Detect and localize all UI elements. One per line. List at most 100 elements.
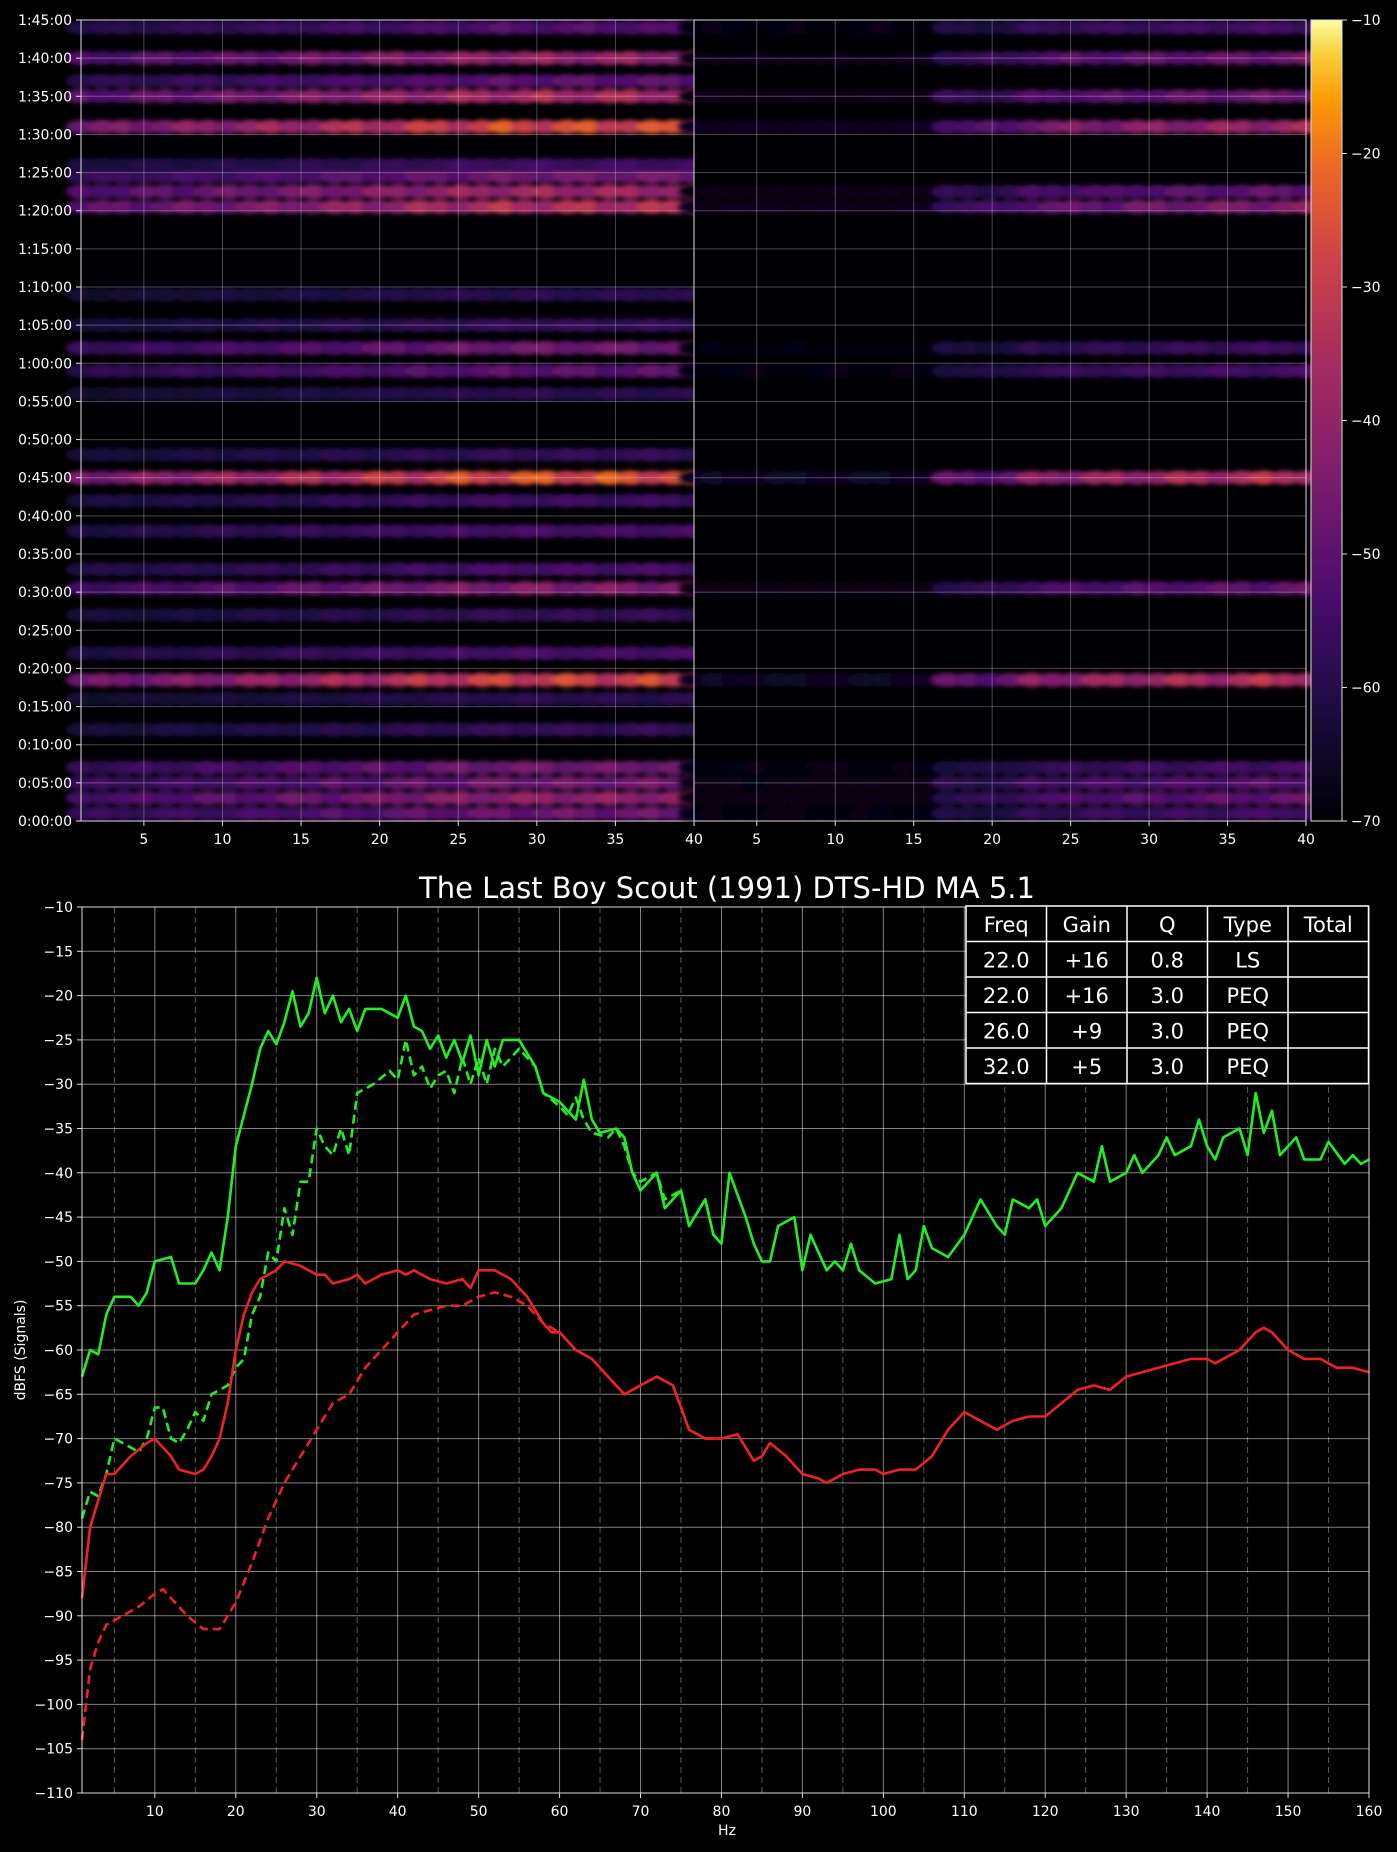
heatmap-cell <box>403 775 435 790</box>
heatmap-cell <box>319 524 351 539</box>
heatmap-cell <box>171 646 202 661</box>
heatmap-cell <box>361 672 393 687</box>
heatmap-cell <box>636 318 667 333</box>
heatmap-cell <box>425 184 456 199</box>
heatmap-cell <box>1100 581 1132 596</box>
heatmap-cell <box>403 562 435 577</box>
heatmap-cell <box>467 157 498 172</box>
heatmap-cell <box>340 74 372 88</box>
heatmap-cell <box>910 672 942 687</box>
heatmap-cell <box>467 318 498 333</box>
heatmap-cell <box>108 493 139 508</box>
heatmap-cell <box>826 775 857 790</box>
heatmap-cell <box>530 199 562 214</box>
heatmap-cell <box>784 89 815 104</box>
heatmap-cell <box>742 791 773 806</box>
heatmap-cell <box>1121 199 1153 214</box>
heatmap-cell <box>298 672 329 687</box>
heatmap-cell <box>594 287 625 302</box>
heatmap-cell <box>108 51 139 66</box>
heatmap-cell <box>594 806 625 821</box>
heatmap-cell <box>805 775 836 790</box>
heatmap-cell <box>277 524 308 539</box>
heatmap-cell <box>1037 184 1069 199</box>
heatmap-cell <box>425 562 456 577</box>
heatmap-cell <box>615 646 646 661</box>
heatmap-cell <box>403 806 435 821</box>
eq-table: Freq Gain Q Type Total 22.0 +16 0.8 LS 22.0 +16 3.0… <box>965 905 1370 1085</box>
heatmap-cell <box>108 199 139 214</box>
heatmap-cell <box>298 775 329 790</box>
heatmap-cell <box>974 470 1005 485</box>
heatmap-cell <box>805 119 836 134</box>
heatmap-cell <box>1164 341 1195 355</box>
heatmap-cell <box>699 184 731 199</box>
heatmap-cell <box>86 760 118 775</box>
y-axis-label: dBFS (Signals) <box>13 1300 29 1401</box>
heatmap-cell <box>171 760 202 775</box>
heatmap-cell <box>953 20 984 35</box>
heatmap-cell <box>255 775 287 790</box>
heatmap-cell <box>129 524 160 539</box>
heatmap-cell <box>509 341 541 355</box>
heatmap-cell <box>1269 363 1301 378</box>
heatmap-cell <box>551 470 583 485</box>
heatmap-cell <box>1058 775 1090 790</box>
heatmap-cell <box>382 157 414 172</box>
heatmap-cell <box>382 646 414 661</box>
heatmap-cell <box>298 581 329 596</box>
heatmap-cell <box>657 74 689 88</box>
heatmap-cell <box>1206 51 1237 66</box>
heatmap-cell <box>1100 775 1132 790</box>
heatmap-cell <box>255 119 287 134</box>
heatmap-cell <box>255 646 287 661</box>
heatmap-x-tick-label: 15 <box>292 832 310 848</box>
heatmap-cell <box>234 169 266 184</box>
heatmap-cell <box>192 562 224 577</box>
heatmap-cell <box>1227 791 1258 806</box>
heatmap-cell <box>784 199 815 214</box>
heatmap-cell <box>657 562 689 577</box>
heatmap-cell <box>889 20 921 35</box>
heatmap-cell <box>108 722 139 737</box>
heatmap-cell <box>277 157 308 172</box>
heatmap-cell <box>1269 119 1301 134</box>
heatmap-cell <box>234 318 266 333</box>
heatmap-cell <box>467 51 498 66</box>
heatmap-cell <box>551 608 583 622</box>
heatmap-cell <box>298 119 329 134</box>
heatmap-cell <box>150 447 181 462</box>
heatmap-cell <box>868 791 900 806</box>
heatmap-cell <box>1100 806 1132 821</box>
heatmap-cell <box>657 341 689 355</box>
heatmap-cell <box>213 341 245 355</box>
heatmap-cell <box>509 806 541 821</box>
heatmap-cell <box>277 318 308 333</box>
heatmap-cell <box>108 169 139 184</box>
heatmap-cell <box>699 775 731 790</box>
heatmap-cell <box>129 386 160 401</box>
heatmap-cell <box>910 363 942 378</box>
line-y-tick-label: −10 <box>43 900 73 916</box>
heatmap-x-tick-label: 5 <box>752 832 761 848</box>
heatmap-cell <box>636 199 667 214</box>
heatmap-cell <box>530 341 562 355</box>
heatmap-cell <box>213 119 245 134</box>
heatmap-cell <box>699 20 731 35</box>
heatmap-cell <box>361 562 393 577</box>
heatmap-cell <box>382 775 414 790</box>
heatmap-cell <box>953 89 984 104</box>
line-y-tick-label: −55 <box>43 1299 73 1315</box>
heatmap-cell <box>319 562 351 577</box>
heatmap-cell <box>340 581 372 596</box>
heatmap-cell <box>551 184 583 199</box>
heatmap-cell <box>1121 89 1153 104</box>
heatmap-cell <box>108 318 139 333</box>
heatmap-cell <box>86 581 118 596</box>
heatmap-cell <box>255 493 287 508</box>
heatmap-cell <box>319 791 351 806</box>
heatmap-cell <box>446 608 477 622</box>
heatmap-cell <box>86 89 118 104</box>
heatmap-cell <box>234 51 266 66</box>
heatmap-cell <box>467 806 498 821</box>
